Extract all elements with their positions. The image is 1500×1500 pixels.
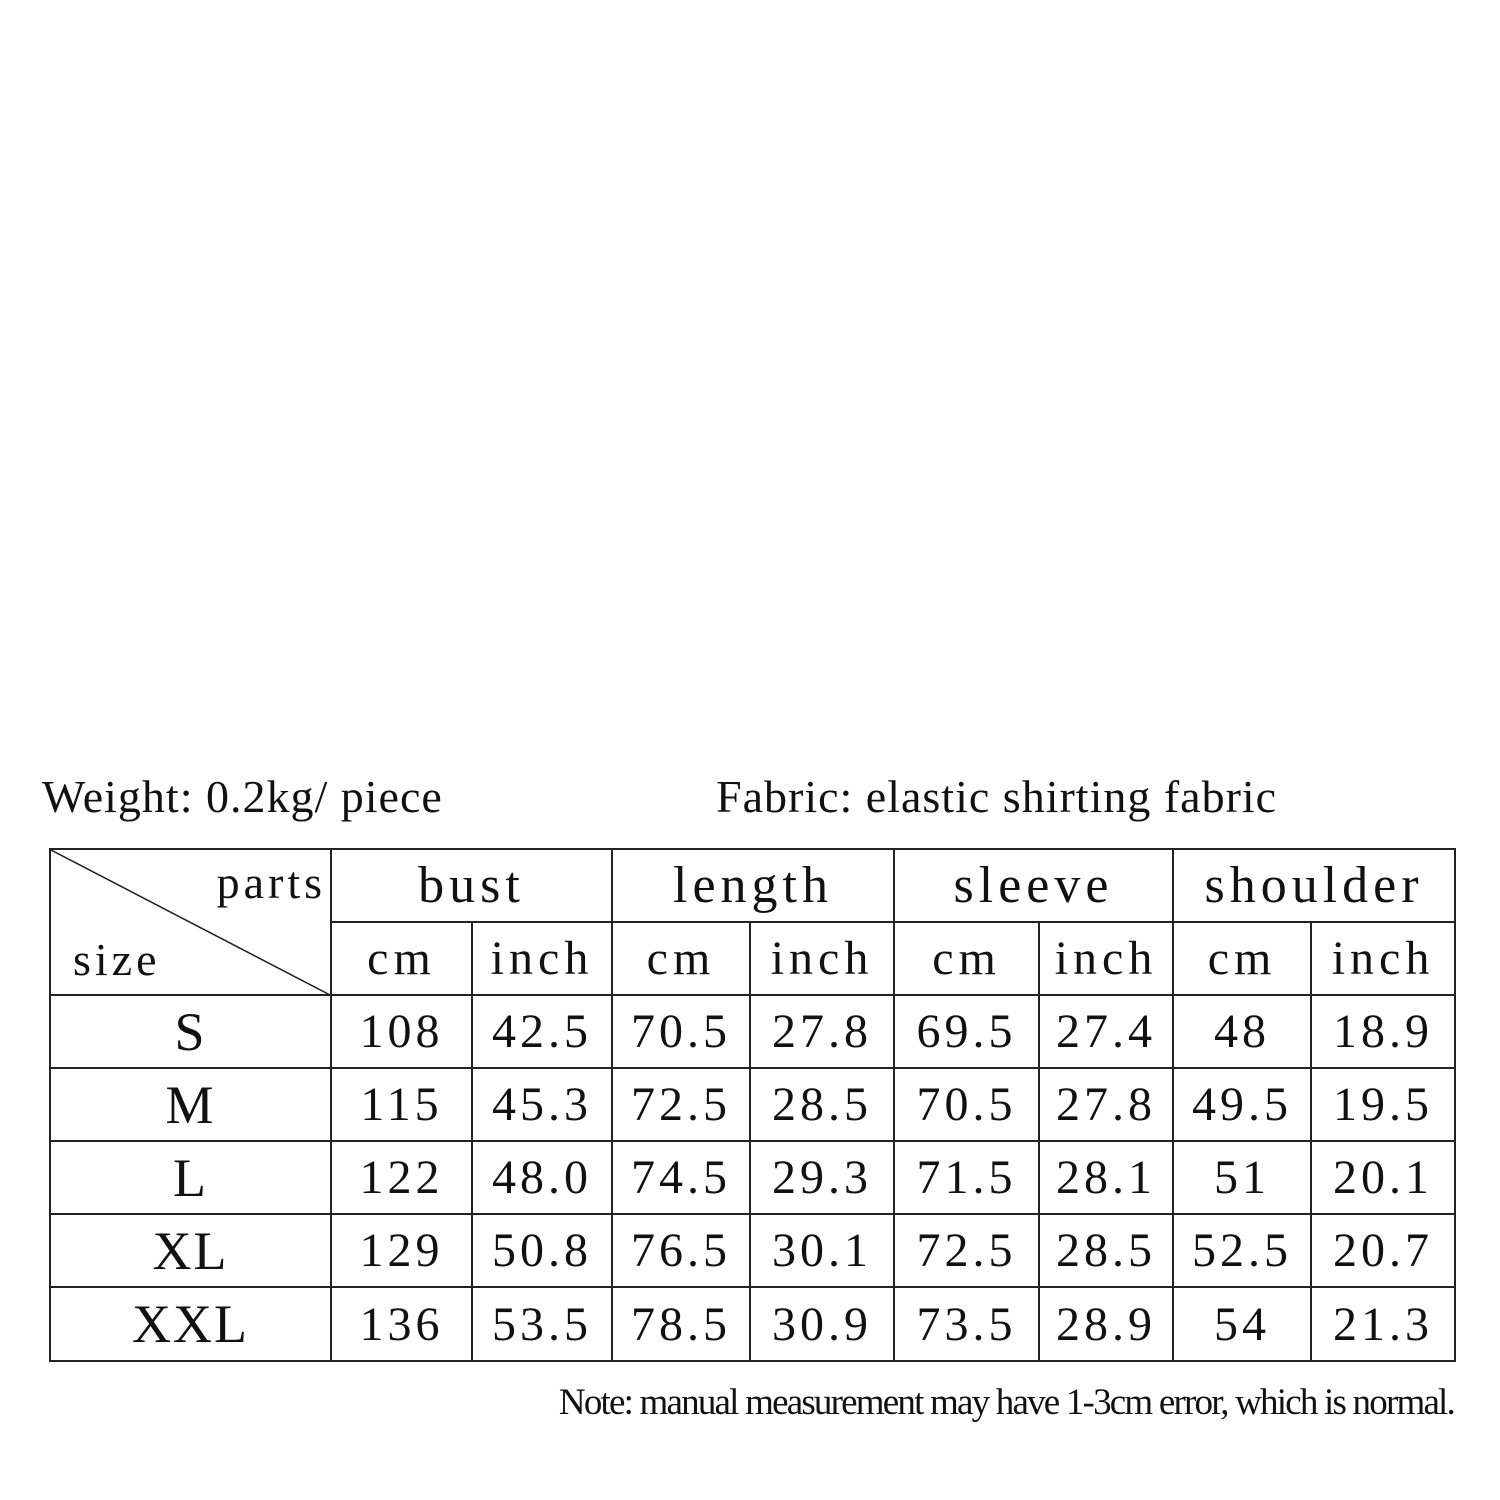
table-row: XXL 136 53.5 78.5 30.9 73.5 28.9 54 21.3 [49,1286,1457,1362]
size-cell: S [49,994,332,1069]
value-cell: 21.3 [1310,1286,1457,1362]
value-cell: 129 [330,1213,473,1288]
value-cell: 78.5 [611,1286,751,1362]
value-cell: 30.9 [748,1286,896,1362]
value-cell: 30.1 [748,1213,896,1288]
value-cell: 72.5 [611,1067,751,1142]
value-cell: 122 [330,1140,473,1215]
table-row: M 115 45.3 72.5 28.5 70.5 27.8 49.5 19.5 [49,1067,1457,1142]
value-cell: 18.9 [1310,994,1457,1069]
value-cell: 49.5 [1172,1067,1313,1142]
value-cell: 28.5 [748,1067,896,1142]
parts-label: parts [216,857,326,908]
corner-cell: parts size [49,848,332,996]
value-cell: 108 [330,994,473,1069]
parts-header-row: parts size bust length sleeve shoulder [49,848,1457,996]
size-cell: M [49,1067,332,1142]
value-cell: 69.5 [893,994,1041,1069]
value-cell: 72.5 [893,1213,1041,1288]
value-cell: 70.5 [611,994,751,1069]
fabric-label: Fabric: elastic shirting fabric [716,771,1278,822]
table-row: L 122 48.0 74.5 29.3 71.5 28.1 51 20.1 [49,1140,1457,1215]
size-chart-table: parts size bust length sleeve shoulder c… [49,848,1457,1362]
table-row: S 108 42.5 70.5 27.8 69.5 27.4 48 18.9 [49,994,1457,1069]
value-cell: 54 [1172,1286,1313,1362]
weight-label: Weight: 0.2kg/ piece [42,771,443,822]
value-cell: 48 [1172,994,1313,1069]
unit-header-row: cm inch cm inch cm inch cm inch [50,921,1457,996]
size-cell: XL [49,1213,332,1288]
value-cell: 28.5 [1038,1213,1175,1288]
part-header-length: length [610,848,896,923]
value-cell: 45.3 [471,1067,613,1142]
value-cell: 20.1 [1310,1140,1457,1215]
value-cell: 20.7 [1310,1213,1457,1288]
value-cell: 115 [330,1067,473,1142]
size-label: size [73,934,161,985]
unit-header: cm [611,921,751,996]
value-cell: 73.5 [893,1286,1041,1362]
measurement-note: Note: manual measurement may have 1-3cm … [558,1382,1456,1423]
value-cell: 28.9 [1038,1286,1175,1362]
diagonal-divider [52,851,328,993]
value-cell: 52.5 [1172,1213,1313,1288]
value-cell: 42.5 [471,994,613,1069]
part-header-bust: bust [330,848,613,923]
value-cell: 27.4 [1038,994,1175,1069]
value-cell: 136 [330,1286,473,1362]
unit-header: inch [748,921,896,996]
value-cell: 71.5 [893,1140,1041,1215]
value-cell: 70.5 [893,1067,1041,1142]
table-row: XL 129 50.8 76.5 30.1 72.5 28.5 52.5 20.7 [49,1213,1457,1288]
value-cell: 19.5 [1310,1067,1457,1142]
value-cell: 28.1 [1038,1140,1175,1215]
unit-header: cm [330,921,473,996]
unit-header: cm [1172,921,1313,996]
value-cell: 27.8 [748,994,896,1069]
size-cell: XXL [49,1286,332,1362]
unit-header: inch [1310,921,1457,996]
unit-header: cm [893,921,1041,996]
value-cell: 50.8 [471,1213,613,1288]
size-cell: L [49,1140,332,1215]
value-cell: 53.5 [471,1286,613,1362]
value-cell: 29.3 [748,1140,896,1215]
part-header-shoulder: shoulder [1172,848,1457,923]
value-cell: 48.0 [471,1140,613,1215]
value-cell: 27.8 [1038,1067,1175,1142]
value-cell: 76.5 [611,1213,751,1288]
value-cell: 51 [1172,1140,1313,1215]
unit-header: inch [471,921,613,996]
unit-header: inch [1038,921,1175,996]
part-header-sleeve: sleeve [893,848,1175,923]
value-cell: 74.5 [611,1140,751,1215]
